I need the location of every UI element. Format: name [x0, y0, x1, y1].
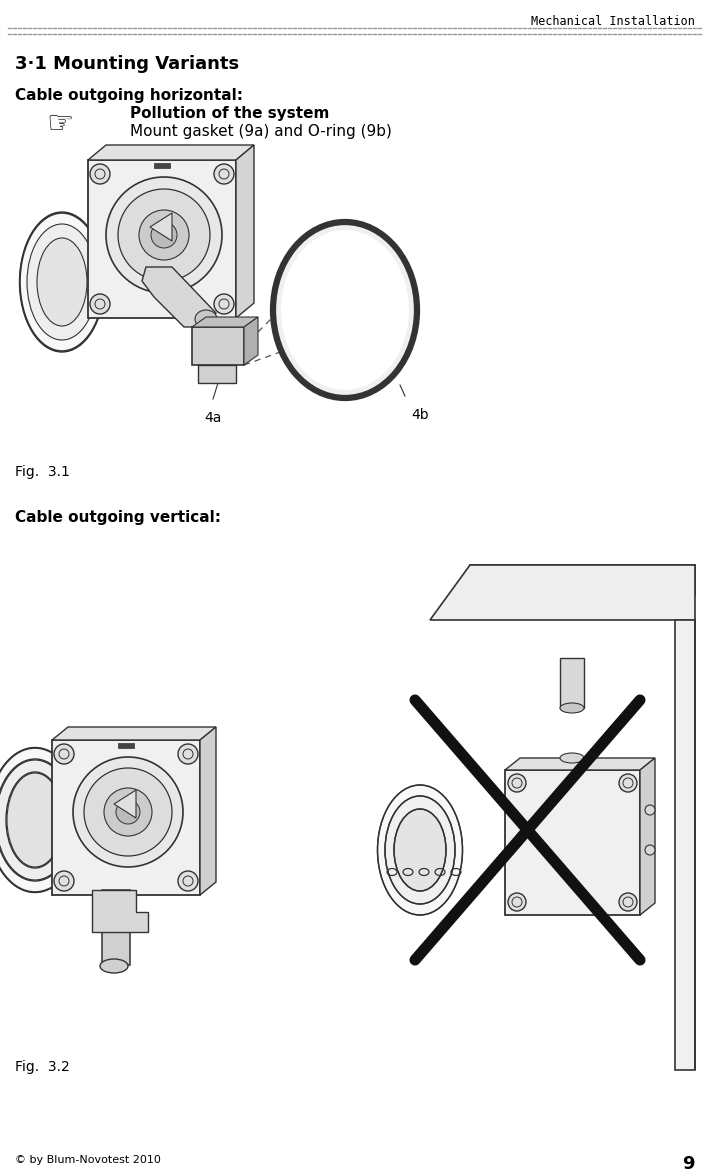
Text: ☞: ☞ [47, 110, 74, 139]
Ellipse shape [273, 222, 417, 398]
Text: Fig.  3.2: Fig. 3.2 [15, 1060, 70, 1074]
Circle shape [90, 294, 110, 314]
Circle shape [645, 805, 655, 815]
Text: Mount gasket (9a) and O-ring (9b): Mount gasket (9a) and O-ring (9b) [130, 125, 392, 139]
Circle shape [116, 800, 140, 824]
Ellipse shape [394, 810, 446, 891]
Circle shape [214, 294, 234, 314]
Circle shape [106, 177, 222, 293]
Polygon shape [236, 145, 254, 318]
Bar [560, 658, 584, 709]
Ellipse shape [0, 760, 74, 880]
Polygon shape [470, 565, 695, 595]
Circle shape [73, 757, 183, 867]
Circle shape [508, 893, 526, 911]
Ellipse shape [100, 959, 128, 973]
Circle shape [214, 165, 234, 184]
Text: © by Blum-Novotest 2010: © by Blum-Novotest 2010 [15, 1155, 161, 1164]
Polygon shape [142, 267, 216, 327]
Polygon shape [200, 727, 216, 895]
Circle shape [104, 788, 152, 835]
Circle shape [84, 768, 172, 857]
Text: Cable outgoing horizontal:: Cable outgoing horizontal: [15, 88, 243, 103]
Bar [102, 889, 130, 965]
Polygon shape [505, 770, 640, 915]
Bar [675, 620, 695, 1070]
Ellipse shape [37, 239, 87, 325]
Ellipse shape [560, 753, 584, 763]
Text: Mechanical Installation: Mechanical Installation [531, 15, 695, 28]
Polygon shape [92, 889, 148, 932]
Circle shape [619, 774, 637, 792]
Ellipse shape [7, 773, 63, 867]
Ellipse shape [20, 213, 104, 351]
Circle shape [619, 893, 637, 911]
Polygon shape [244, 317, 258, 365]
Bar [154, 163, 170, 168]
Circle shape [139, 210, 189, 260]
Circle shape [178, 871, 198, 891]
Polygon shape [640, 758, 655, 915]
Circle shape [118, 189, 210, 281]
Ellipse shape [0, 748, 82, 892]
Ellipse shape [378, 785, 462, 915]
Ellipse shape [385, 795, 455, 904]
Ellipse shape [195, 310, 217, 328]
Text: 9: 9 [682, 1155, 695, 1173]
Circle shape [151, 222, 177, 248]
Ellipse shape [281, 230, 409, 390]
Circle shape [54, 744, 74, 764]
Circle shape [54, 871, 74, 891]
Bar [192, 327, 244, 365]
Bar [118, 743, 134, 748]
Polygon shape [88, 160, 236, 318]
Polygon shape [88, 145, 254, 160]
Polygon shape [505, 758, 655, 770]
Text: 4b: 4b [411, 408, 429, 422]
Bar [198, 365, 236, 383]
Polygon shape [192, 317, 258, 327]
Polygon shape [52, 727, 216, 740]
Text: Cable outgoing vertical:: Cable outgoing vertical: [15, 510, 221, 525]
Polygon shape [114, 790, 136, 818]
Circle shape [178, 744, 198, 764]
Circle shape [508, 774, 526, 792]
Polygon shape [430, 565, 695, 620]
Ellipse shape [27, 224, 97, 340]
Circle shape [645, 845, 655, 855]
Text: Fig.  3.1: Fig. 3.1 [15, 465, 70, 479]
Polygon shape [52, 740, 200, 895]
Text: 4a: 4a [204, 411, 222, 425]
Text: 3·1 Mounting Variants: 3·1 Mounting Variants [15, 55, 239, 73]
Polygon shape [150, 213, 172, 241]
Text: Pollution of the system: Pollution of the system [130, 106, 329, 121]
Circle shape [90, 165, 110, 184]
Ellipse shape [560, 703, 584, 713]
